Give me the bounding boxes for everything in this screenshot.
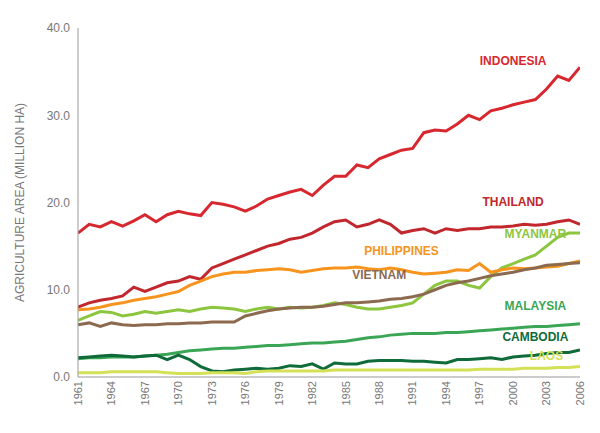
svg-text:1964: 1964 bbox=[105, 381, 117, 405]
svg-text:1982: 1982 bbox=[306, 381, 318, 405]
svg-text:2003: 2003 bbox=[540, 381, 552, 405]
svg-text:AGRICULTURE AREA (MILLION HA): AGRICULTURE AREA (MILLION HA) bbox=[13, 103, 27, 302]
svg-text:1973: 1973 bbox=[206, 381, 218, 405]
svg-text:1961: 1961 bbox=[72, 381, 84, 405]
svg-text:1979: 1979 bbox=[273, 381, 285, 405]
svg-text:1970: 1970 bbox=[172, 381, 184, 405]
svg-text:2006: 2006 bbox=[574, 381, 586, 405]
svg-text:1991: 1991 bbox=[406, 381, 418, 405]
svg-text:THAILAND: THAILAND bbox=[482, 195, 544, 209]
svg-text:MALAYSIA: MALAYSIA bbox=[505, 299, 567, 313]
svg-text:1967: 1967 bbox=[139, 381, 151, 405]
svg-text:30.0: 30.0 bbox=[47, 109, 71, 123]
svg-text:INDONESIA: INDONESIA bbox=[480, 54, 547, 68]
svg-text:MYANMAR: MYANMAR bbox=[505, 227, 567, 241]
svg-text:VIETNAM: VIETNAM bbox=[352, 268, 406, 282]
svg-text:1985: 1985 bbox=[340, 381, 352, 405]
svg-text:10.0: 10.0 bbox=[47, 283, 71, 297]
svg-text:1997: 1997 bbox=[473, 381, 485, 405]
svg-text:2000: 2000 bbox=[507, 381, 519, 405]
svg-text:LAOS: LAOS bbox=[530, 349, 563, 363]
svg-text:40.0: 40.0 bbox=[47, 21, 71, 35]
svg-text:PHILIPPINES: PHILIPPINES bbox=[364, 244, 439, 258]
svg-text:1988: 1988 bbox=[373, 381, 385, 405]
svg-text:CAMBODIA: CAMBODIA bbox=[502, 330, 568, 344]
svg-text:1994: 1994 bbox=[440, 381, 452, 405]
svg-text:0.0: 0.0 bbox=[53, 370, 70, 384]
svg-text:20.0: 20.0 bbox=[47, 196, 71, 210]
svg-text:1976: 1976 bbox=[239, 381, 251, 405]
